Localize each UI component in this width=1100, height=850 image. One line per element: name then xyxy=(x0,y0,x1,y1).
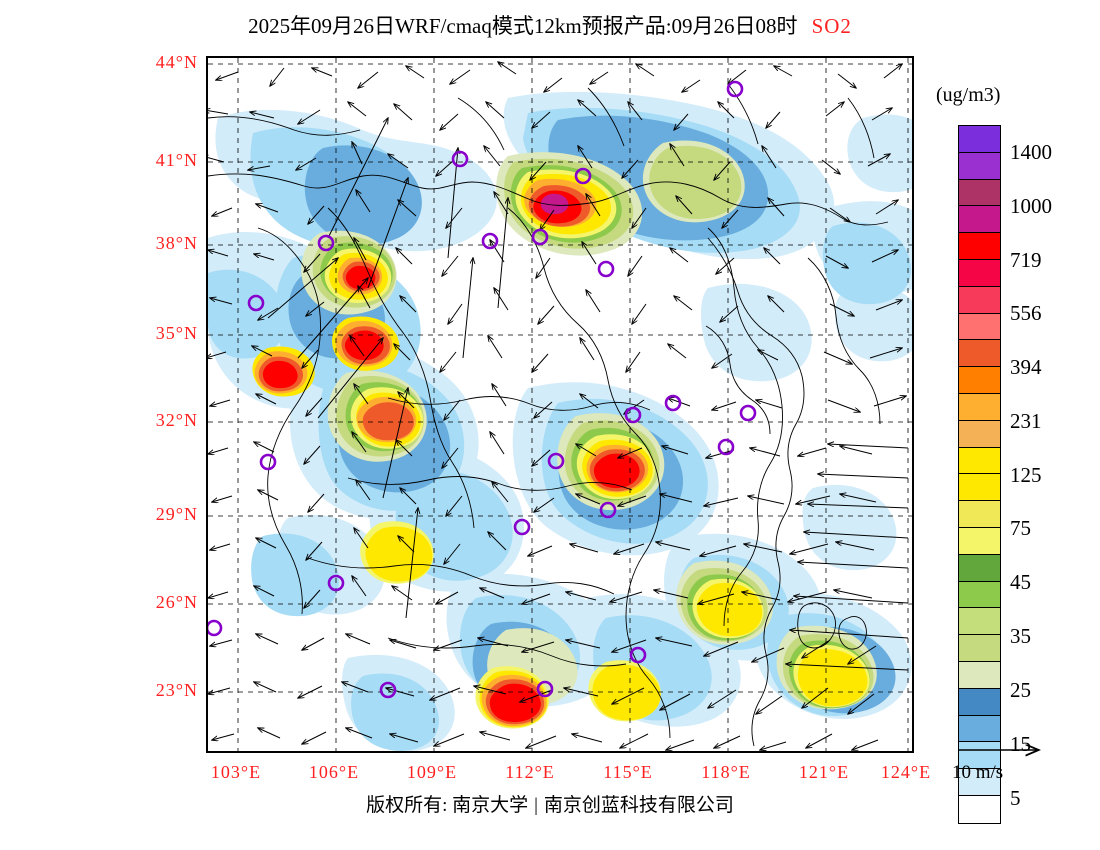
lat-label-41: 41°N xyxy=(155,150,198,170)
colorbar-segment-8 xyxy=(959,340,1000,368)
colorbar-segment-11 xyxy=(959,420,1000,448)
colorbar-tick-1000: 1000 xyxy=(1010,194,1052,218)
lon-label-121: 121°E xyxy=(798,762,850,782)
lat-label-35: 35°N xyxy=(155,323,198,343)
colorbar-segment-18 xyxy=(959,608,1000,636)
colorbar-segment-12 xyxy=(959,447,1000,475)
colorbar-tick-394: 394 xyxy=(1010,355,1042,379)
title-species-label: SO2 xyxy=(811,14,852,38)
colorbar-segment-10 xyxy=(959,393,1000,421)
lat-label-44: 44°N xyxy=(155,52,198,72)
lon-label-115: 115°E xyxy=(603,762,653,782)
footer-copyright: 版权所有: 南京大学 | 南京创蓝科技有限公司 xyxy=(0,790,1100,817)
station-markers[interactable] xyxy=(208,80,757,699)
map-plot-area[interactable] xyxy=(206,56,914,753)
colorbar-tick-125: 125 xyxy=(1010,463,1042,487)
footer-copyright-text: 版权所有: 南京大学 xyxy=(366,795,529,816)
colorbar-segment-5 xyxy=(959,259,1000,287)
colorbar-segment-24 xyxy=(959,769,1000,796)
colorbar-segment-0 xyxy=(959,126,1000,153)
colorbar-segment-6 xyxy=(959,286,1000,314)
colorbar-tick-231: 231 xyxy=(1010,409,1042,433)
colorbar-segment-22 xyxy=(959,715,1000,743)
lat-label-32: 32°N xyxy=(155,410,198,430)
grid-lines xyxy=(208,58,912,751)
colorbar[interactable] xyxy=(958,125,1001,824)
lon-label-106: 106°E xyxy=(308,762,360,782)
lat-label-38: 38°N xyxy=(155,233,198,253)
lon-label-109: 109°E xyxy=(406,762,458,782)
colorbar-segment-2 xyxy=(959,179,1000,207)
lat-label-26: 26°N xyxy=(155,592,198,612)
colorbar-tick-556: 556 xyxy=(1010,301,1042,325)
province-boundaries xyxy=(208,83,889,747)
colorbar-tick-45: 45 xyxy=(1010,570,1031,594)
wind-vector-field xyxy=(208,62,909,750)
colorbar-segment-21 xyxy=(959,688,1000,716)
footer-company-text: 南京创蓝科技有限公司 xyxy=(543,795,734,816)
colorbar-segment-4 xyxy=(959,233,1000,260)
lat-label-29: 29°N xyxy=(155,504,198,524)
wind-scale-key: 10 m/s xyxy=(952,740,1092,795)
colorbar-segment-3 xyxy=(959,206,1000,234)
page-title: 2025年09月26日WRF/cmaq模式12km预报产品:09月26日08时 S… xyxy=(0,10,1100,40)
colorbar-segment-19 xyxy=(959,635,1000,662)
lat-label-23: 23°N xyxy=(155,680,198,700)
colorbar-tick-1400: 1400 xyxy=(1010,140,1052,164)
colorbar-segment-14 xyxy=(959,501,1000,528)
title-text: 2025年09月26日WRF/cmaq模式12km预报产品:09月26日08时 xyxy=(248,14,798,38)
concentration-field xyxy=(208,91,912,751)
colorbar-tick-5: 5 xyxy=(1010,786,1021,810)
colorbar-segment-7 xyxy=(959,313,1000,341)
colorbar-segment-20 xyxy=(959,661,1000,689)
colorbar-segment-16 xyxy=(959,554,1000,582)
lon-label-124: 124°E xyxy=(880,762,932,782)
colorbar-tick-719: 719 xyxy=(1010,248,1042,272)
colorbar-segment-17 xyxy=(959,581,1000,609)
lon-label-118: 118°E xyxy=(701,762,751,782)
colorbar-segment-1 xyxy=(959,152,1000,180)
colorbar-segment-23 xyxy=(959,742,1000,770)
wind-arrow-icon xyxy=(958,740,1062,768)
colorbar-tick-75: 75 xyxy=(1010,516,1031,540)
footer-separator: | xyxy=(534,795,538,816)
colorbar-segment-9 xyxy=(959,367,1000,394)
colorbar-segment-15 xyxy=(959,527,1000,555)
colorbar-tick-25: 25 xyxy=(1010,678,1031,702)
colorbar-segment-13 xyxy=(959,474,1000,502)
lon-label-103: 103°E xyxy=(210,762,262,782)
colorbar-unit-label: (ug/m3) xyxy=(936,84,1001,106)
map-canvas xyxy=(208,58,912,751)
lon-label-112: 112°E xyxy=(505,762,555,782)
colorbar-segment-25 xyxy=(959,795,1000,823)
colorbar-tick-35: 35 xyxy=(1010,624,1031,648)
wind-scale-label: 10 m/s xyxy=(952,762,1004,783)
